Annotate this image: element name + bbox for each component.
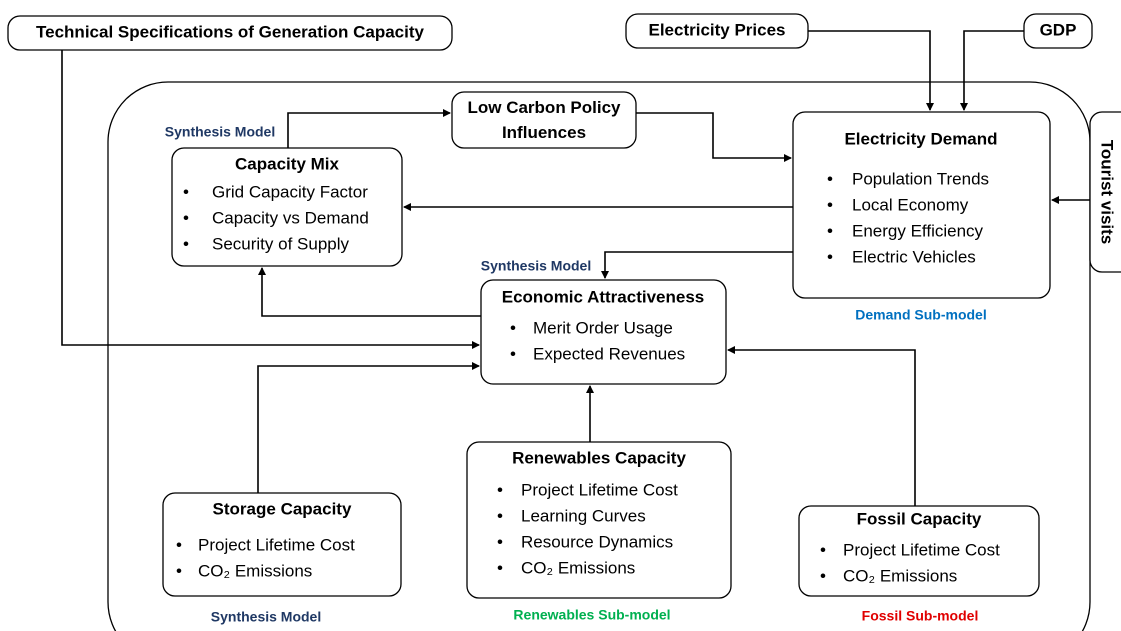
bullet-marker: • xyxy=(183,234,189,253)
bullet-text: Security of Supply xyxy=(212,234,350,253)
bullet-marker: • xyxy=(827,247,833,266)
bullet-text: Project Lifetime Cost xyxy=(521,480,678,499)
bullet-marker: • xyxy=(827,221,833,240)
node-box xyxy=(7,15,453,51)
bullet-marker: • xyxy=(497,558,503,577)
bullet-marker: • xyxy=(497,506,503,525)
bullet-text: Population Trends xyxy=(852,169,989,188)
node-title: Low Carbon Policy Influences xyxy=(467,98,621,142)
bullet-marker: • xyxy=(510,344,516,363)
submodel-label: Synthesis Model xyxy=(481,258,591,274)
bullet-marker: • xyxy=(176,561,182,580)
bullet-marker: • xyxy=(820,540,826,559)
node-box xyxy=(1089,111,1121,273)
submodel-label: Fossil Sub-model xyxy=(862,608,979,624)
node-title: Technical Specifications of Generation C… xyxy=(36,22,424,41)
bullet-marker: • xyxy=(820,566,826,585)
bullet-marker: • xyxy=(183,208,189,227)
node-box xyxy=(798,505,1040,597)
bullet-marker: • xyxy=(827,195,833,214)
bullet-text: Merit Order Usage xyxy=(533,318,673,337)
submodel-label: Renewables Sub-model xyxy=(513,607,670,623)
bullet-text: Electric Vehicles xyxy=(852,247,976,266)
node-title: GDP xyxy=(1040,20,1077,39)
bullet-text: Resource Dynamics xyxy=(521,532,673,551)
bullet-text: Local Economy xyxy=(852,195,969,214)
bullet-text: Capacity vs Demand xyxy=(212,208,369,227)
bullet-marker: • xyxy=(176,535,182,554)
bullet-marker: • xyxy=(827,169,833,188)
node-box xyxy=(466,441,732,599)
node-title: Electricity Demand xyxy=(844,129,997,148)
submodel-label: Synthesis Model xyxy=(211,609,321,625)
node-box xyxy=(171,147,403,267)
node-box xyxy=(1023,13,1093,49)
node-box xyxy=(451,91,637,149)
node-box xyxy=(625,13,809,49)
node-title: Capacity Mix xyxy=(235,154,339,173)
bullet-text: Project Lifetime Cost xyxy=(843,540,1000,559)
bullet-text: CO₂ Emissions xyxy=(843,566,957,585)
node-title: Economic Attractiveness xyxy=(502,287,705,306)
bullet-text: Grid Capacity Factor xyxy=(212,182,368,201)
bullet-marker: • xyxy=(183,182,189,201)
node-title: Storage Capacity xyxy=(213,499,352,518)
node-title: Fossil Capacity xyxy=(857,509,982,528)
bullet-marker: • xyxy=(497,480,503,499)
bullet-text: CO₂ Emissions xyxy=(521,558,635,577)
node-box xyxy=(162,492,402,597)
bullet-text: Project Lifetime Cost xyxy=(198,535,355,554)
bullet-text: Learning Curves xyxy=(521,506,646,525)
arrows xyxy=(61,30,1090,506)
node-box xyxy=(480,279,727,385)
bullet-marker: • xyxy=(497,532,503,551)
node-title: Tourist visits xyxy=(1098,140,1117,245)
node-title: Renewables Capacity xyxy=(512,448,686,467)
submodel-label: Synthesis Model xyxy=(165,124,275,140)
bullet-marker: • xyxy=(510,318,516,337)
bullet-text: Expected Revenues xyxy=(533,344,685,363)
node-title: Electricity Prices xyxy=(648,20,785,39)
bullet-text: CO₂ Emissions xyxy=(198,561,312,580)
node-box xyxy=(792,111,1051,299)
submodel-label: Demand Sub-model xyxy=(855,307,986,323)
bullet-text: Energy Efficiency xyxy=(852,221,984,240)
